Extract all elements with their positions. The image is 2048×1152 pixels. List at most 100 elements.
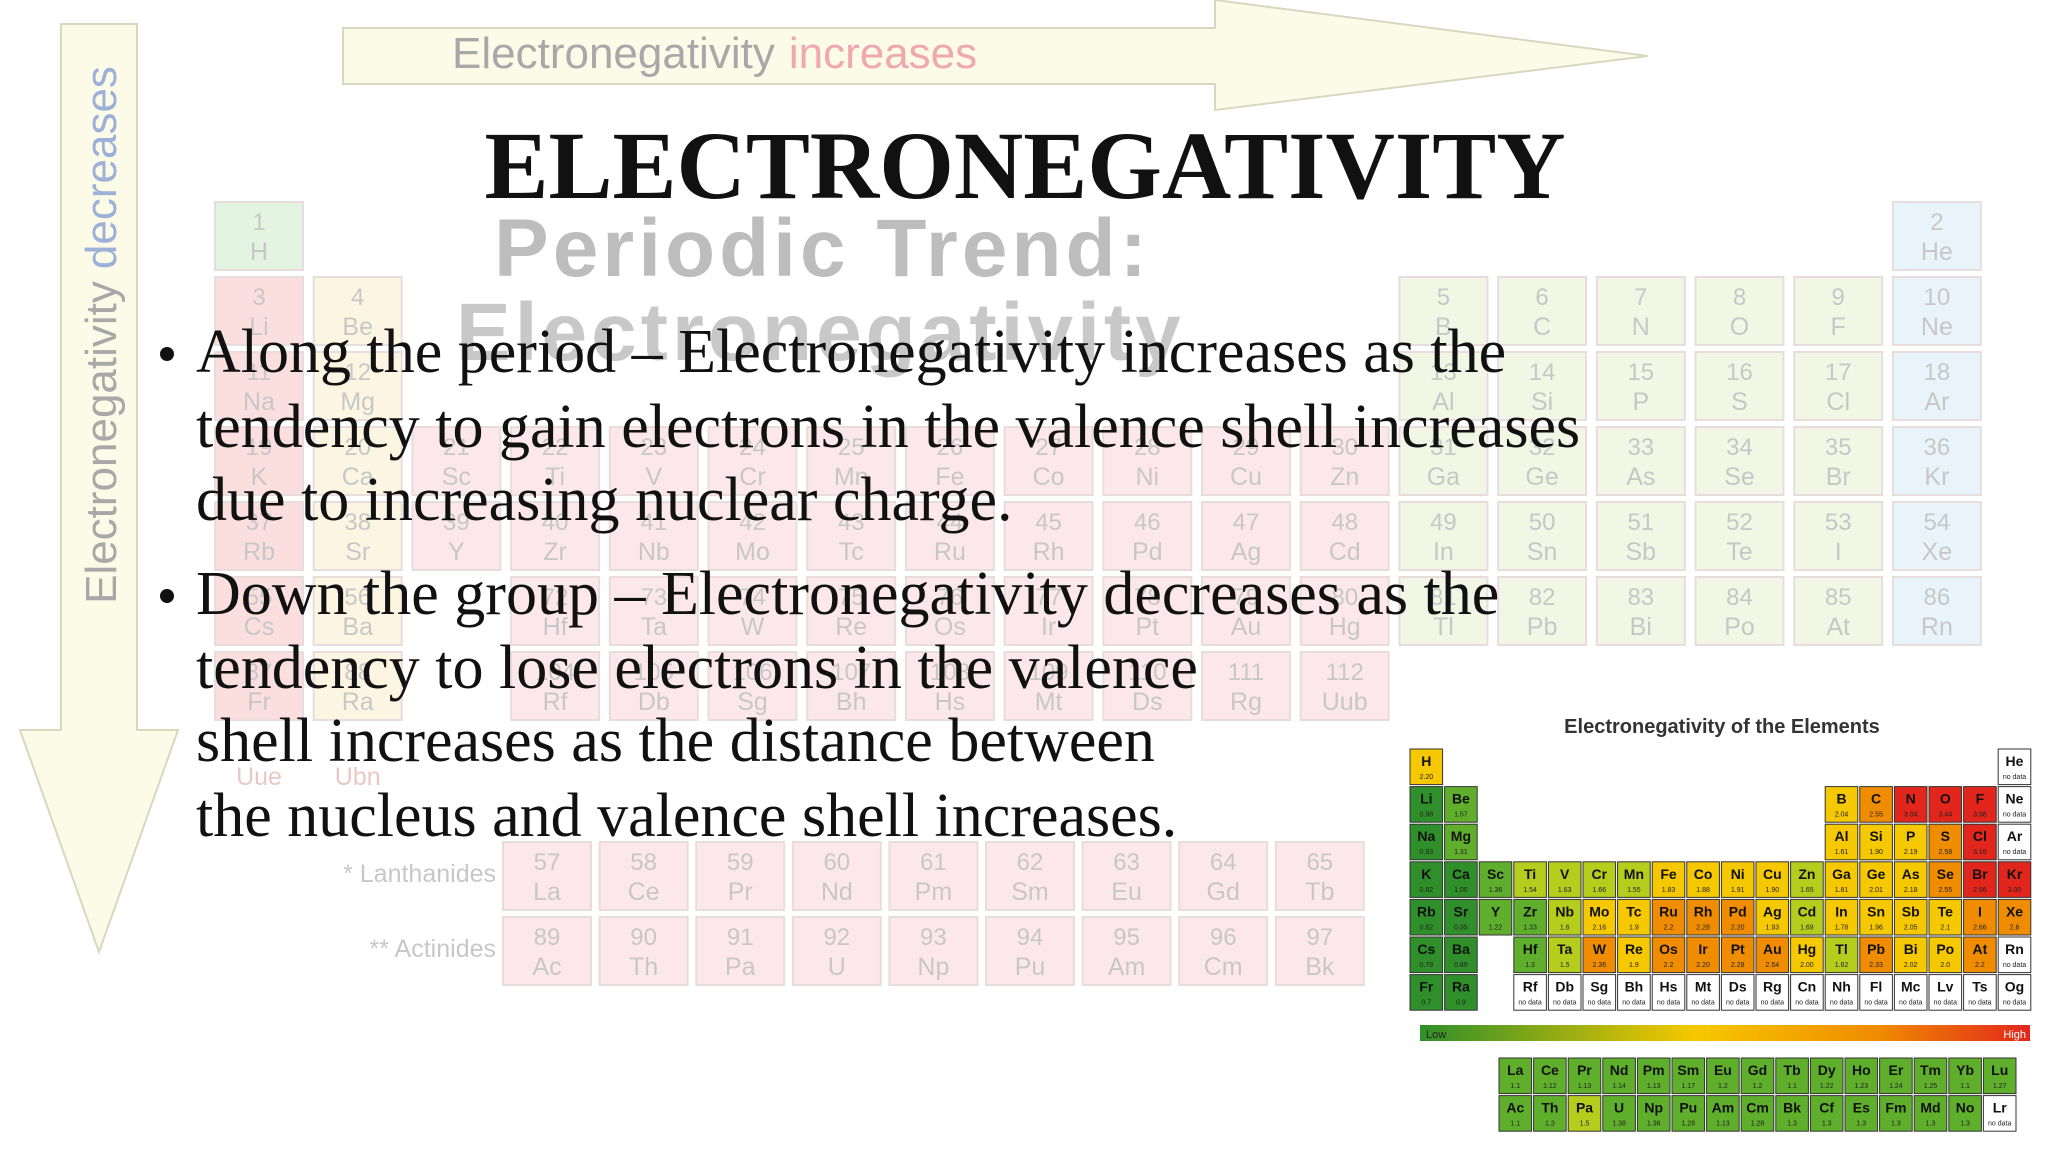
inset-element-value: 1.31 bbox=[1454, 849, 1468, 856]
element-number: 79 bbox=[1233, 584, 1260, 611]
inset-element-symbol: Hg bbox=[1798, 941, 1817, 957]
inset-element-symbol: Ds bbox=[1729, 979, 1747, 995]
element-number: 12 bbox=[344, 359, 371, 386]
inset-element-cell bbox=[1478, 861, 1513, 898]
background-art bbox=[18, 0, 1649, 955]
inset-element-cell bbox=[1513, 861, 1547, 898]
element-cell bbox=[214, 276, 304, 346]
inset-element-cell bbox=[1963, 786, 1997, 823]
inset-element-cell bbox=[1997, 898, 2032, 936]
inset-element-cell bbox=[1809, 1057, 1844, 1095]
element-cell bbox=[985, 841, 1075, 911]
element-cell bbox=[791, 916, 882, 986]
element-cell bbox=[707, 651, 798, 721]
inset-element-cell bbox=[1859, 823, 1893, 861]
inset-element-symbol: Al bbox=[1835, 828, 1849, 844]
inset-element-symbol: Sn bbox=[1867, 903, 1885, 919]
inset-element-cell bbox=[1879, 1057, 1913, 1095]
element-symbol: Mg bbox=[340, 388, 375, 416]
inset-element-value: no data bbox=[1899, 1000, 1922, 1007]
inset-element-symbol: Hs bbox=[1660, 979, 1678, 995]
inset-element-cell bbox=[1963, 861, 1997, 898]
inset-element-cell bbox=[1913, 1057, 1948, 1095]
inset-element-value: 3.04 bbox=[1904, 812, 1918, 819]
element-number: 4 bbox=[351, 284, 364, 311]
element-symbol: Si bbox=[1531, 388, 1553, 416]
inset-element-value: 1.13 bbox=[1647, 1083, 1661, 1090]
element-number: 107 bbox=[831, 659, 871, 686]
element-cell bbox=[1891, 426, 1982, 496]
inset-element-symbol: Bh bbox=[1625, 979, 1644, 995]
top-arrow bbox=[342, 0, 1649, 112]
element-symbol: O bbox=[1730, 313, 1749, 341]
inset-element-cell bbox=[1720, 936, 1755, 974]
element-cell bbox=[1299, 576, 1390, 646]
inset-element-value: 1.12 bbox=[1543, 1083, 1557, 1090]
element-number: 30 bbox=[1331, 434, 1358, 461]
inset-element-cell bbox=[1997, 748, 2032, 786]
inset-element-symbol: Br bbox=[1972, 866, 1988, 882]
inset-element-symbol: Cs bbox=[1417, 941, 1435, 957]
inset-element-cell bbox=[1775, 1095, 1809, 1132]
element-cell bbox=[707, 501, 798, 571]
element-cell bbox=[1102, 576, 1193, 646]
element-cell bbox=[598, 841, 689, 911]
inset-element-cell bbox=[1790, 898, 1824, 936]
inset-element-cell bbox=[1859, 861, 1893, 898]
inset-element-cell bbox=[1720, 974, 1755, 1011]
inset-element-symbol: V bbox=[1560, 866, 1570, 882]
element-symbol: Ir bbox=[1041, 613, 1056, 641]
inset-element-value: 0.79 bbox=[1419, 962, 1433, 969]
element-cell bbox=[1102, 426, 1193, 496]
element-symbol: Zn bbox=[1330, 463, 1359, 491]
inset-element-symbol: Cu bbox=[1763, 866, 1782, 882]
inset-element-cell bbox=[1547, 936, 1582, 974]
inset-element-value: 1.17 bbox=[1681, 1083, 1695, 1090]
element-cell bbox=[1694, 351, 1785, 421]
element-number: 65 bbox=[1306, 849, 1333, 876]
inset-element-symbol: O bbox=[1940, 791, 1951, 807]
inset-element-symbol: Fr bbox=[1419, 979, 1434, 995]
inset-element-symbol: Pa bbox=[1576, 1100, 1593, 1116]
inset-element-cell bbox=[1824, 861, 1859, 898]
inset-element-symbol: Se bbox=[1937, 866, 1954, 882]
element-cell bbox=[1595, 501, 1686, 571]
inset-element-symbol: Lu bbox=[1991, 1062, 2008, 1078]
inset-element-cell bbox=[1498, 1095, 1533, 1132]
element-number: 11 bbox=[247, 359, 272, 386]
element-number: 105 bbox=[634, 659, 674, 686]
element-symbol: Ti bbox=[545, 463, 565, 491]
inset-element-symbol: Dy bbox=[1818, 1062, 1836, 1078]
inset-element-cell bbox=[1720, 861, 1755, 898]
element-cell bbox=[904, 651, 995, 721]
element-number: 8 bbox=[1733, 284, 1746, 311]
element-symbol: Ra bbox=[342, 688, 374, 716]
element-cell bbox=[806, 576, 897, 646]
element-symbol: I bbox=[1835, 538, 1842, 566]
inset-element-value: 2.1 bbox=[1940, 924, 1950, 931]
element-symbol: Uue bbox=[236, 763, 282, 791]
inset-element-value: no data bbox=[2003, 774, 2026, 781]
element-cell bbox=[214, 201, 304, 271]
inset-element-symbol: Er bbox=[1889, 1062, 1904, 1078]
element-number: 109 bbox=[1029, 659, 1069, 686]
inset-element-cell bbox=[1893, 898, 1928, 936]
inset-element-value: 2.6 bbox=[2010, 924, 2020, 931]
inset-element-symbol: Nh bbox=[1832, 979, 1851, 995]
inset-element-cell bbox=[1997, 861, 2032, 898]
element-number: 77 bbox=[1035, 584, 1062, 611]
element-symbol: Ar bbox=[1924, 388, 1949, 416]
inset-element-symbol: No bbox=[1956, 1100, 1975, 1116]
inset-element-symbol: Sm bbox=[1677, 1062, 1699, 1078]
inset-element-value: 2.20 bbox=[1696, 962, 1710, 969]
element-cell bbox=[1497, 276, 1588, 346]
element-symbol: Sm bbox=[1011, 878, 1049, 906]
inset-element-cell bbox=[1547, 974, 1582, 1011]
inset-element-cell bbox=[1617, 974, 1651, 1011]
element-number: 80 bbox=[1331, 584, 1358, 611]
inset-element-symbol: Og bbox=[2005, 979, 2024, 995]
element-number: 18 bbox=[1924, 359, 1951, 386]
element-cell bbox=[1595, 351, 1686, 421]
element-number: 10 bbox=[1924, 284, 1951, 311]
inset-element-value: 1.1 bbox=[1510, 1083, 1520, 1090]
